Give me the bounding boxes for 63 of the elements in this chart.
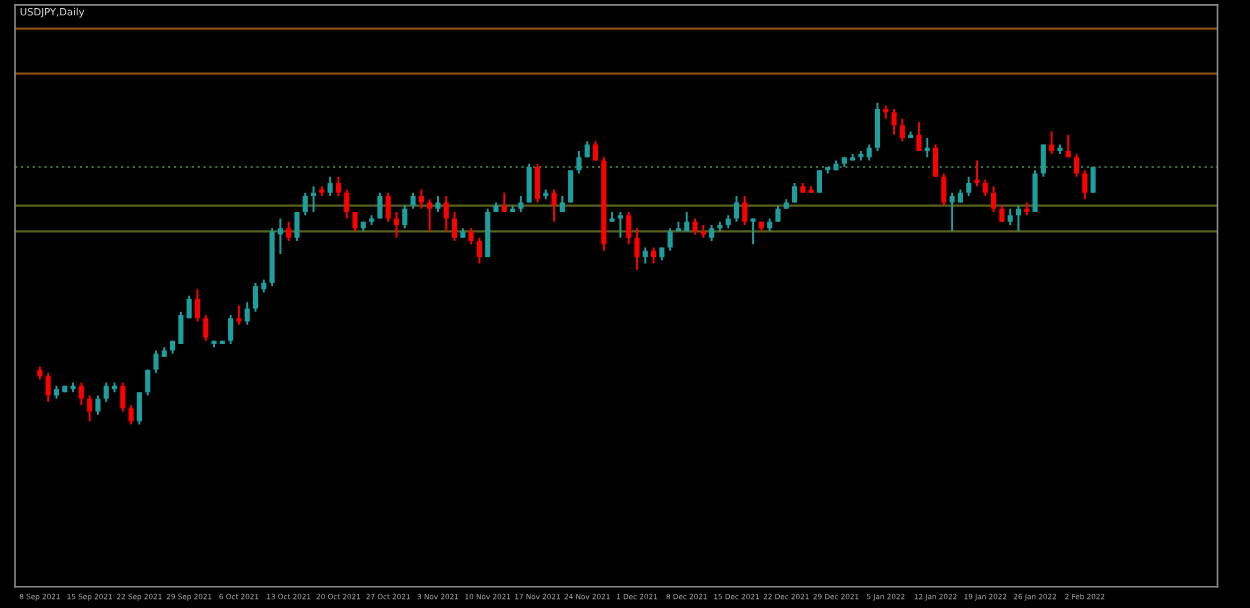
candlestick (742, 194, 748, 226)
candlestick (194, 288, 201, 323)
candlestick (402, 204, 408, 230)
candlestick (1073, 153, 1080, 178)
candlestick (443, 194, 449, 233)
candlestick (592, 140, 599, 162)
candlestick (136, 391, 142, 426)
candlestick (203, 314, 209, 342)
candlestick (344, 188, 350, 220)
candlestick (932, 143, 939, 178)
candlestick (916, 120, 922, 152)
candlestick (120, 381, 126, 413)
candlestick (335, 175, 341, 197)
candlestick (949, 191, 955, 233)
candlestick (526, 162, 532, 204)
candlestick (874, 101, 881, 152)
candlestick (294, 211, 300, 242)
candlestick (78, 381, 84, 407)
candlestick (103, 381, 109, 403)
candlestick (385, 191, 391, 223)
candlestick (228, 314, 234, 345)
candlestick (576, 149, 582, 175)
candlestick (476, 236, 482, 265)
candlestick (1049, 130, 1055, 156)
candlestick (45, 371, 51, 403)
candlestick (568, 169, 574, 204)
candlestick (1090, 166, 1096, 194)
candlestick (1032, 169, 1038, 214)
candlestick (352, 211, 358, 233)
candlestick (393, 211, 400, 239)
candlestick (733, 194, 740, 223)
candlestick (128, 404, 134, 426)
candlestick (153, 349, 159, 374)
candlestick (377, 191, 383, 220)
candlestick (87, 394, 93, 423)
candlestick (816, 169, 822, 194)
candlestick (941, 172, 947, 207)
candlestick (252, 281, 259, 313)
candlestick (1015, 204, 1022, 233)
candlestick (750, 217, 756, 246)
candlestick (302, 191, 308, 217)
candlestick (899, 117, 905, 143)
candlestick (327, 175, 333, 197)
candlestick (991, 185, 997, 214)
candlestick (1082, 169, 1088, 201)
candlestick (178, 310, 184, 345)
candlestick (667, 227, 673, 252)
candlestick (244, 301, 250, 326)
candlestick (485, 207, 491, 259)
candlestick (1040, 143, 1046, 178)
candlestick (966, 175, 972, 197)
candlestick (974, 159, 980, 188)
candlestick (145, 368, 151, 397)
candlestick (418, 188, 424, 210)
candlestick (451, 211, 458, 242)
candlestick (634, 227, 640, 271)
candlestick (534, 162, 541, 204)
candlestick (95, 394, 101, 416)
candlestick (286, 220, 292, 242)
candlestick (626, 211, 632, 246)
candlestick (551, 188, 557, 223)
candlestick (891, 108, 897, 136)
candlestick (427, 198, 433, 233)
